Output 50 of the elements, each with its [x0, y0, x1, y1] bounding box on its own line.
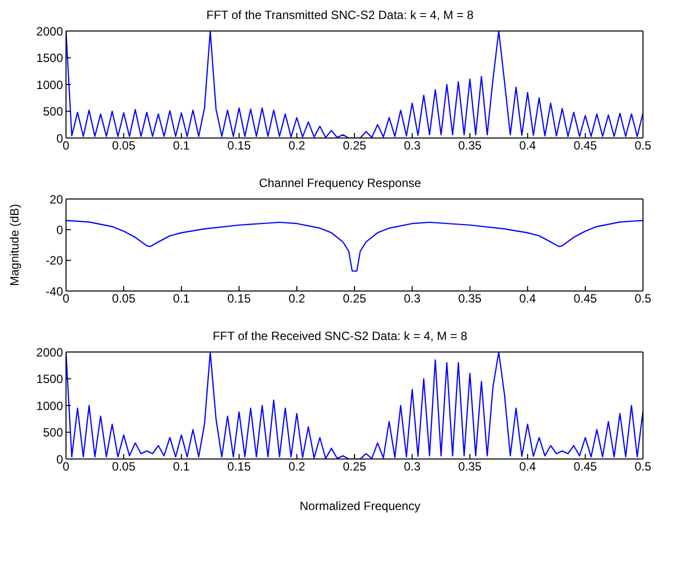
- x-tick-label: 0.2: [288, 292, 306, 306]
- x-tick-label: 0.4: [519, 138, 536, 153]
- x-tick-label: 0.25: [342, 460, 366, 474]
- x-tick-label: 0.25: [342, 292, 366, 306]
- x-tick-label: 0.1: [173, 138, 190, 153]
- y-tick-label: 0: [56, 222, 64, 237]
- x-tick-label: 0.3: [404, 460, 421, 474]
- x-tick-label: 0.5: [634, 460, 652, 474]
- x-tick-label: 0.35: [458, 138, 482, 153]
- x-tick-label: 0.3: [404, 138, 421, 153]
- chart-title: FFT of the Transmitted SNC-S2 Data: k = 4, M = 8: [205, 8, 475, 24]
- x-tick-label: 0.5: [634, 138, 652, 153]
- x-tick-label: 0.25: [342, 138, 366, 153]
- x-tick-label: 0.05: [112, 460, 136, 474]
- chart-title: Channel Frequency Response: [258, 176, 422, 192]
- chart-title: FFT of the Received SNC-S2 Data: k = 4, M = 8: [212, 329, 468, 345]
- x-tick-label: 0.15: [227, 138, 252, 153]
- x-tick-label: 0.05: [112, 292, 136, 306]
- y-tick-label: 1000: [36, 78, 64, 92]
- x-tick-label: 0.4: [519, 460, 536, 474]
- x-tick-label: 0.4: [519, 292, 536, 306]
- y-tick-label: 500: [42, 426, 64, 440]
- line-series: [66, 220, 643, 272]
- y-tick-label: 1500: [36, 51, 64, 66]
- x-tick-label: 0.15: [227, 460, 252, 474]
- x-tick-label: 0.45: [574, 138, 598, 153]
- y-tick-label: -20: [46, 254, 64, 268]
- x-tick-label: 0.35: [458, 292, 482, 306]
- x-tick-label: 0.3: [404, 292, 421, 306]
- y-tick-label: 20: [50, 192, 64, 206]
- y-tick-label: 2000: [36, 345, 64, 360]
- y-tick-label: -40: [46, 284, 64, 298]
- x-tick-label: 0.2: [288, 460, 306, 474]
- x-tick-label: 0.15: [227, 292, 252, 306]
- x-tick-label: 0.45: [574, 460, 598, 474]
- line-series: [66, 352, 643, 459]
- x-tick-label: 0.35: [458, 460, 482, 474]
- y-tick-label: 500: [42, 104, 64, 119]
- x-tick-label: 0.1: [173, 292, 190, 306]
- x-tick-label: 0.45: [574, 292, 598, 306]
- x-axis-title: Normalized Frequency: [298, 499, 422, 513]
- y-tick-label: 1500: [36, 372, 64, 386]
- x-tick-label: 0.5: [634, 292, 652, 306]
- line-series: [66, 31, 643, 138]
- x-tick-label: 0.1: [173, 460, 190, 474]
- y-tick-label: 2000: [36, 24, 64, 38]
- y-axis-title: Magnitude (dB): [7, 204, 22, 286]
- x-tick-label: 0.2: [288, 138, 306, 153]
- y-tick-label: 1000: [36, 398, 64, 413]
- x-tick-label: 0.05: [112, 138, 136, 153]
